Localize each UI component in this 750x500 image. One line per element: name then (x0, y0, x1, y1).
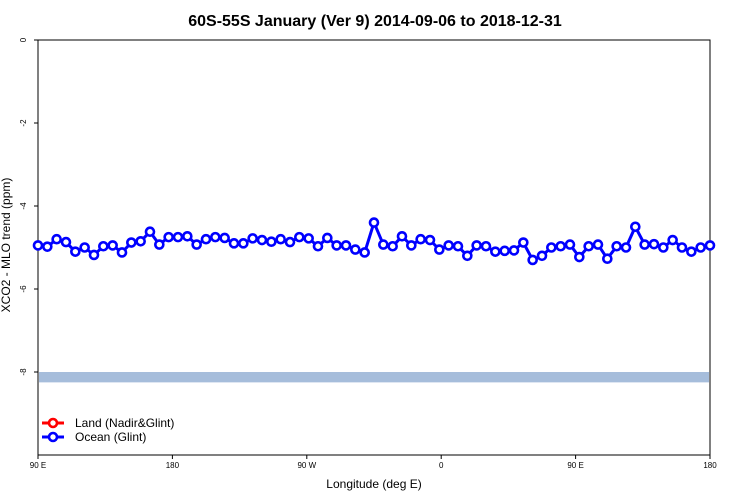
chart-title: 60S-55S January (Ver 9) 2014-09-06 to 20… (188, 13, 562, 30)
data-point (639, 239, 650, 250)
data-point (527, 254, 538, 266)
band-rect (39, 372, 709, 383)
data-point (294, 231, 305, 243)
data-point (116, 247, 128, 258)
data-point (396, 230, 408, 242)
data-point (574, 251, 585, 263)
data-point (630, 221, 641, 233)
data-point (322, 232, 333, 244)
data-point (210, 231, 221, 243)
data-point (462, 250, 473, 262)
data-point (88, 249, 100, 261)
plot-frame (37, 39, 711, 456)
legend-label: Land (Nadir&Glint) (75, 416, 174, 430)
x-tick-label: 180 (703, 461, 717, 470)
data-point (312, 240, 324, 252)
data-point (32, 240, 44, 251)
data-point (704, 240, 716, 251)
data-point (686, 246, 697, 257)
legend-marker (47, 431, 59, 443)
data-point (406, 240, 417, 251)
data-point (452, 240, 464, 252)
data-point (378, 239, 389, 250)
data-point (191, 239, 202, 250)
data-point (480, 240, 492, 252)
x-axis-label: Longitude (deg E) (326, 477, 421, 491)
data-point (424, 234, 436, 246)
data-point (154, 239, 165, 250)
x-tick-label: 90 E (30, 461, 46, 470)
data-point (228, 238, 240, 249)
data-point (695, 242, 706, 253)
data-point (667, 234, 678, 246)
data-point (135, 235, 146, 247)
data-point (303, 233, 314, 244)
data-point (70, 246, 81, 257)
data-point (620, 242, 632, 253)
data-point (256, 234, 268, 246)
legend-label: Ocean (Glint) (75, 430, 146, 444)
legend-marker (47, 417, 59, 429)
y-axis: 0 -2 -4 -6 -8 (19, 37, 38, 376)
data-point (602, 253, 613, 265)
data-point (611, 240, 622, 252)
y-tick-label: 0 (19, 37, 28, 42)
data-point (592, 239, 604, 250)
y-axis-label: XCO2 - MLO trend (ppm) (0, 178, 13, 313)
data-point (51, 233, 62, 245)
data-point (536, 250, 548, 262)
data-point (79, 242, 90, 253)
data-point (126, 237, 137, 248)
y-tick-label: -2 (19, 119, 28, 127)
data-point (266, 236, 277, 247)
series-layer (32, 217, 716, 266)
ocean-mask-band (39, 372, 709, 383)
x-tick-label: 180 (166, 461, 180, 470)
data-point (340, 240, 352, 251)
data-point (200, 233, 212, 245)
data-point (546, 242, 557, 253)
data-point (107, 240, 118, 251)
y-tick-label: -4 (19, 202, 28, 210)
x-tick-label: 90 W (297, 461, 316, 470)
data-point (555, 240, 566, 252)
data-point (331, 240, 342, 251)
data-point (247, 233, 258, 244)
x-tick-label: 90 E (567, 461, 583, 470)
data-point (490, 246, 501, 257)
data-point (583, 240, 594, 252)
data-point (415, 233, 426, 245)
data-point (219, 232, 230, 244)
legend: Land (Nadir&Glint)Ocean (Glint) (42, 416, 174, 444)
data-point (172, 231, 184, 243)
data-point (518, 237, 529, 248)
data-point (508, 245, 520, 256)
data-point (658, 242, 669, 253)
data-point (387, 240, 398, 252)
data-point (564, 239, 576, 250)
data-point (144, 226, 156, 238)
y-tick-label: -6 (19, 285, 28, 293)
data-point (284, 236, 296, 248)
data-point (42, 241, 53, 252)
x-axis: 90 E 180 90 W 0 90 E 180 (30, 455, 717, 470)
data-point (471, 240, 482, 251)
data-point (359, 247, 370, 258)
y-tick-label: -8 (19, 368, 28, 376)
data-point (350, 244, 361, 255)
data-point (238, 238, 249, 249)
x-tick-label: 0 (439, 461, 444, 470)
data-point (60, 236, 72, 248)
data-point (182, 230, 193, 242)
data-point (163, 231, 174, 243)
data-point (275, 233, 286, 245)
data-point (368, 217, 380, 228)
data-point (443, 240, 454, 251)
data-point (676, 242, 688, 253)
data-point (434, 244, 445, 255)
data-point (98, 240, 109, 252)
data-point (648, 238, 660, 250)
data-point (499, 245, 510, 257)
